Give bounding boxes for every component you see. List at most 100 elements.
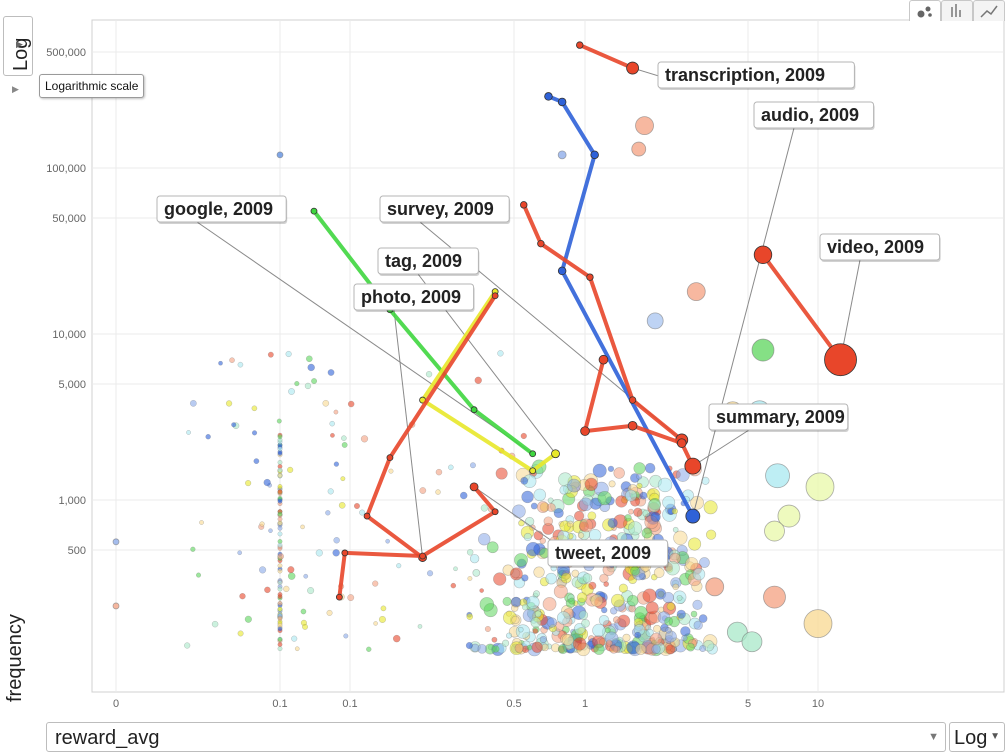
bubble [658,606,665,613]
trail-label: photo, 2009 [361,287,461,307]
bubble [360,435,369,443]
bubble [311,378,318,385]
chevron-icon: ▶ [16,39,23,49]
bubble [635,643,647,655]
bubble [277,450,283,456]
leader-line [692,127,795,517]
trail-point [753,245,773,264]
y-tick-label: 5,000 [58,379,86,391]
bubble [277,520,283,526]
bubble [196,572,202,578]
trail-point [335,593,343,601]
bubble [277,525,283,531]
bubble [568,597,576,605]
bubble [590,594,604,607]
x-axis-selector[interactable]: reward_avg ▼ [46,722,946,752]
bubble [662,495,676,509]
trail-point [529,450,537,458]
bubble [218,360,223,366]
bubble [294,381,300,387]
bubble [277,531,283,537]
bubble-view-icon [917,6,932,18]
bubble [263,478,271,487]
bubble [531,641,543,653]
bubble [561,633,574,646]
bubble [646,312,664,330]
bubble [578,610,589,620]
bubble-view-tab[interactable] [909,0,941,21]
bubble [277,553,285,560]
bubble [521,574,529,582]
bubble [277,511,283,517]
y-tick-label: 500 [68,545,86,557]
bubble [347,594,355,602]
bubble [557,150,567,160]
trail-point [685,508,701,524]
bubble [285,350,292,358]
bubble [545,572,558,585]
bubble [530,502,538,510]
bubble [636,473,643,480]
play-arrow-icon[interactable]: ▶ [12,84,19,94]
bubble [726,621,748,643]
trail-line [761,253,843,361]
bubble [426,570,434,577]
trail-label: summary, 2009 [716,407,845,427]
bubble [553,584,568,599]
bubble [631,141,647,157]
y-axis-selector[interactable]: frequency [0,540,34,704]
y-scale-button[interactable]: Log ▶ [3,16,33,76]
bubble [469,553,480,564]
bubble [751,338,775,362]
trail-point [551,449,560,459]
bubble [533,590,540,598]
y-tick-label: 100,000 [46,163,86,175]
x-tick-labels: 0 0.1 0.1 0.5 1 5 10 [113,698,824,710]
bubble [593,643,605,655]
bubble [662,591,674,604]
trail-point [824,343,857,377]
trail-label-box [657,61,855,89]
x-axis-label: reward_avg [55,727,160,749]
bubble [539,635,547,644]
bubble [300,608,307,615]
bubble [277,636,283,642]
trail-label: transcription, 2009 [665,65,825,85]
bubble [472,569,481,577]
trail-point [520,201,528,209]
bubble [380,605,387,612]
bubble [526,595,540,609]
trail-line [578,43,634,70]
bubble [486,541,499,554]
bubble [703,500,718,515]
bubble [450,582,457,589]
bubble [645,628,654,637]
trail-point [537,239,545,248]
bubble [576,592,588,603]
bubble [624,489,637,502]
bubble [705,577,725,597]
bubble [385,538,390,544]
bubble [650,632,663,646]
trail-point [626,61,640,75]
bubble [277,484,283,489]
bubble [567,520,574,528]
x-scale-button[interactable]: Log ▼ [949,722,1005,752]
bubble [542,597,557,611]
bubble [607,517,618,529]
bubble [435,468,443,476]
bubble [225,400,233,407]
bubble [633,462,646,475]
trail-point [491,292,499,300]
bubble [626,594,639,607]
bar-view-tab[interactable] [941,0,973,21]
bubble [692,567,706,581]
trail-point [557,97,567,107]
bubble [598,615,610,626]
x-tick-label: 0.1 [342,698,357,710]
leader-line [840,259,861,360]
trail-point [544,92,553,101]
bubble [199,520,204,525]
trail-point [341,549,349,557]
line-view-tab[interactable] [973,0,1005,21]
